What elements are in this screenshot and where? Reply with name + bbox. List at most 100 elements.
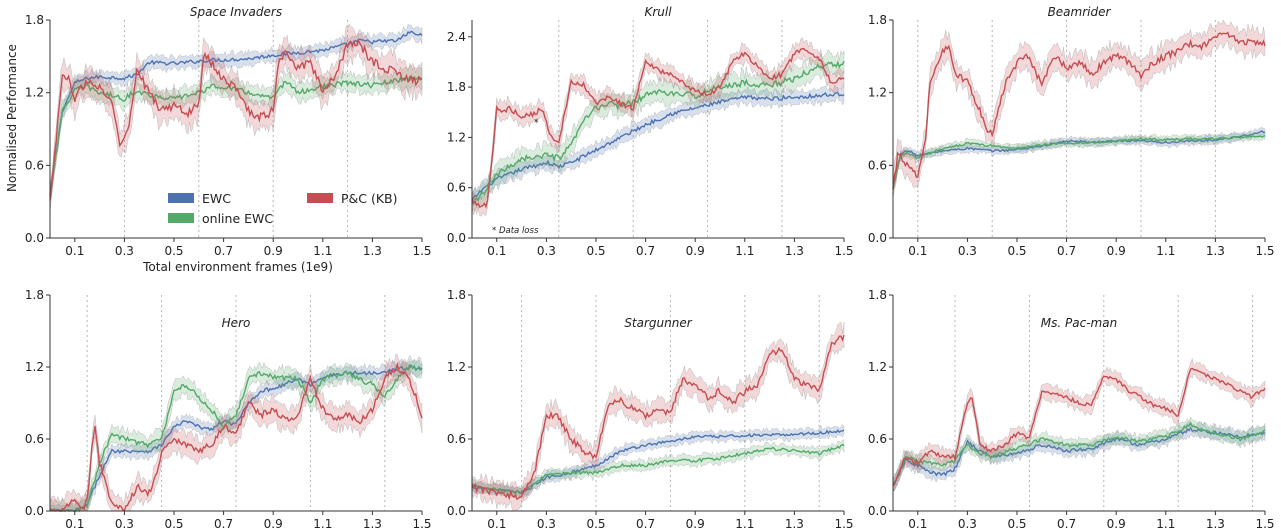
x-tick-label: 0.1 [908, 244, 927, 258]
x-tick-label: 0.3 [958, 517, 977, 531]
series-line [471, 91, 845, 201]
y-tick-label: 0.6 [868, 432, 887, 446]
y-tick-label: 1.8 [868, 13, 887, 27]
series-line [471, 60, 845, 204]
x-tick-label: 0.1 [487, 517, 506, 531]
series-band [471, 84, 845, 206]
series-line [892, 135, 1266, 190]
y-tick-label: 0.0 [25, 231, 44, 245]
x-tick-label: 1.1 [313, 517, 332, 531]
y-tick-label: 1.8 [447, 288, 466, 302]
series-line [49, 361, 423, 512]
panel-title: Ms. Pac-man [1041, 316, 1117, 330]
panel-0: 0.1 0.3 0.5 0.7 0.9 1.1 1.3 1.5 0.0 0.6 1.2 1.8 Spac… [25, 5, 432, 258]
series-line [49, 38, 423, 201]
panels: 0.1 0.3 0.5 0.7 0.9 1.1 1.3 1.5 0.0 0.6 1.2 1.8 Spac… [25, 5, 1275, 531]
x-tick-label: 1.1 [313, 244, 332, 258]
y-tick-label: 0.0 [868, 231, 887, 245]
series-line [471, 443, 845, 495]
legend-label: P&C (KB) [341, 191, 398, 206]
series-line [892, 367, 1266, 487]
series-line [471, 47, 845, 209]
x-tick-label: 1.5 [1255, 517, 1274, 531]
x-axis-label: Total environment frames (1e9) [142, 260, 333, 274]
series-line [471, 334, 845, 501]
x-tick-label: 1.1 [1156, 517, 1175, 531]
x-tick-label: 0.9 [1107, 517, 1126, 531]
x-tick-label: 0.5 [164, 244, 183, 258]
x-tick-label: 0.1 [65, 244, 84, 258]
x-tick-label: 1.3 [363, 517, 382, 531]
y-tick-label: 1.2 [447, 360, 466, 374]
panel-title: Krull [644, 5, 672, 19]
x-tick-label: 1.1 [735, 244, 754, 258]
x-tick-label: 0.7 [636, 244, 655, 258]
y-tick-label: 2.4 [447, 30, 466, 44]
y-tick-label: 1.2 [868, 360, 887, 374]
legend-swatch [168, 213, 194, 223]
x-tick-label: 1.5 [834, 517, 853, 531]
x-tick-label: 0.5 [164, 517, 183, 531]
y-tick-label: 0.0 [868, 504, 887, 518]
y-tick-label: 1.2 [25, 360, 44, 374]
x-tick-label: 1.3 [1206, 244, 1225, 258]
y-tick-label: 1.2 [25, 86, 44, 100]
panel-2: 0.1 0.3 0.5 0.7 0.9 1.1 1.3 1.5 0.0 0.6 1.2 1.8 Beam… [868, 5, 1275, 258]
y-tick-label: 1.2 [447, 130, 466, 144]
series-line [49, 364, 423, 512]
x-tick-label: 1.1 [1156, 244, 1175, 258]
x-tick-label: 0.5 [1007, 244, 1026, 258]
x-tick-label: 0.3 [115, 244, 134, 258]
series-line [892, 31, 1266, 189]
x-tick-label: 0.9 [686, 517, 705, 531]
x-tick-label: 1.5 [834, 244, 853, 258]
y-tick-label: 0.0 [25, 504, 44, 518]
series-band [471, 321, 845, 512]
x-tick-label: 0.7 [1057, 244, 1076, 258]
x-tick-label: 1.5 [412, 244, 431, 258]
y-tick-label: 0.6 [868, 158, 887, 172]
panel-5: 0.1 0.3 0.5 0.7 0.9 1.1 1.3 1.5 0.0 0.6 1.2 1.8 Ms. … [868, 288, 1275, 531]
krull-data-loss-note: * Data loss [492, 226, 539, 236]
x-tick-label: 0.3 [958, 244, 977, 258]
x-tick-label: 0.5 [1007, 517, 1026, 531]
series-line [49, 364, 423, 513]
y-axis-label: Normalised Performance [5, 44, 19, 192]
x-tick-label: 0.9 [264, 517, 283, 531]
panel-title: Stargunner [624, 316, 692, 330]
x-tick-label: 0.7 [636, 517, 655, 531]
x-tick-label: 0.7 [214, 244, 233, 258]
x-tick-label: 1.5 [412, 517, 431, 531]
series-band [892, 19, 1266, 198]
series-band [49, 23, 423, 201]
x-tick-label: 0.5 [586, 244, 605, 258]
legend: EWC online EWC P&C (KB) [168, 191, 398, 226]
x-tick-label: 1.3 [363, 244, 382, 258]
series-band [892, 130, 1266, 193]
legend-swatch [307, 193, 333, 203]
y-tick-label: 0.6 [25, 158, 44, 172]
x-tick-label: 0.5 [586, 517, 605, 531]
y-tick-label: 1.8 [25, 288, 44, 302]
panel-3: 0.1 0.3 0.5 0.7 0.9 1.1 1.3 1.5 0.0 0.6 1.2 1.8 Hero [25, 288, 432, 531]
y-tick-label: 0.6 [25, 432, 44, 446]
x-tick-label: 0.1 [908, 517, 927, 531]
panel-title: Space Invaders [190, 5, 282, 19]
x-tick-label: 0.1 [65, 517, 84, 531]
y-tick-label: 1.8 [447, 80, 466, 94]
y-tick-label: 0.0 [447, 504, 466, 518]
x-tick-label: 0.3 [537, 244, 556, 258]
panel-1: 0.1 0.3 0.5 0.7 0.9 1.1 1.3 1.5 0.0 0.6 1.2 1.8 2.4 K… [447, 5, 854, 258]
series-line [49, 30, 423, 196]
panel-title: Beamrider [1048, 5, 1112, 19]
legend-label: EWC [202, 191, 231, 206]
x-tick-label: 1.5 [1255, 244, 1274, 258]
series-band [471, 36, 845, 217]
series-band [892, 416, 1266, 492]
legend-label: online EWC [202, 211, 273, 226]
y-tick-label: 0.6 [447, 181, 466, 195]
x-tick-label: 0.9 [264, 244, 283, 258]
panel-title: Hero [222, 316, 251, 330]
series-band [892, 357, 1266, 493]
